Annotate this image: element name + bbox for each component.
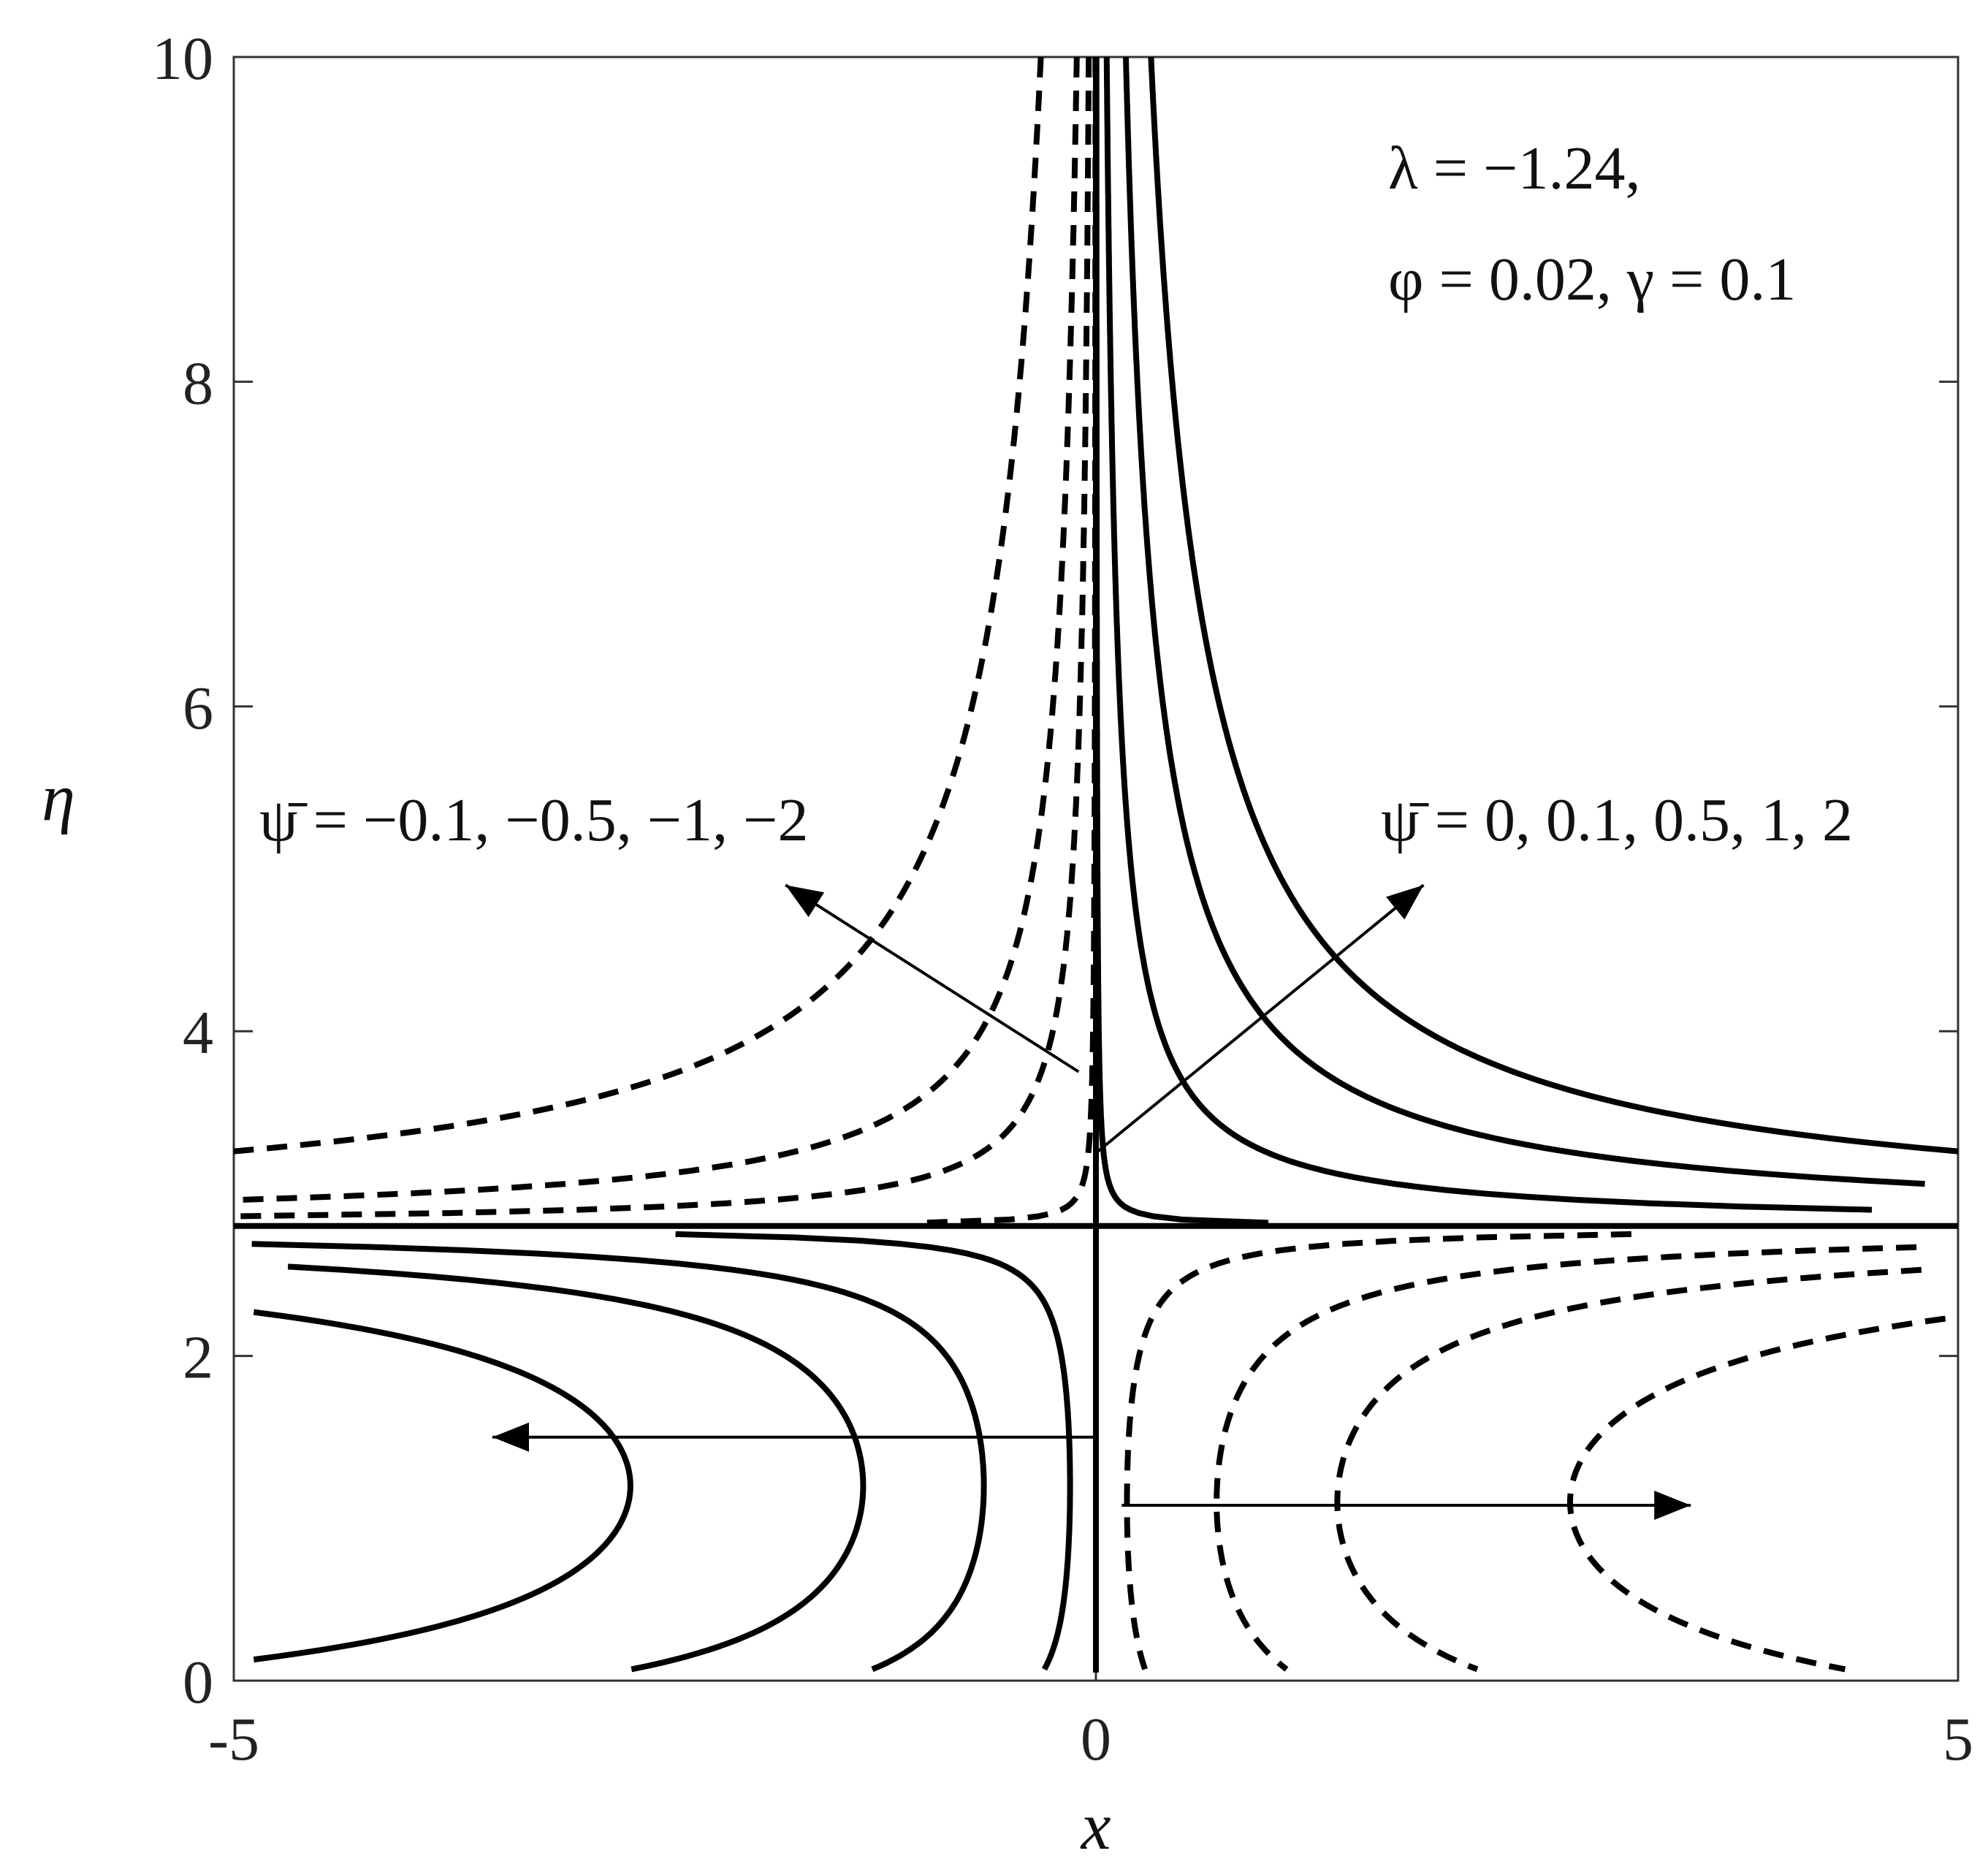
params-line-2: φ = 0.02, γ = 0.1 bbox=[1388, 246, 1796, 313]
streamline-dashed-upper bbox=[923, 57, 1099, 1226]
streamline-dashed-upper bbox=[233, 56, 1092, 1220]
streamline-dashed-lower bbox=[1567, 1315, 1946, 1673]
arrow-head bbox=[1654, 1491, 1691, 1521]
x-axis-label: x bbox=[1080, 1789, 1111, 1863]
arrow-shaft bbox=[1094, 883, 1425, 1155]
streamline-dashed-lower bbox=[1334, 1266, 1922, 1673]
direction-arrows bbox=[492, 883, 1691, 1521]
streamlines bbox=[233, 56, 1959, 1673]
y-tick-label: 0 bbox=[183, 1649, 213, 1716]
annotation-negative-psi: ψ̄ = −0.1, −0.5, −1, −2 bbox=[259, 786, 808, 854]
arrow-head bbox=[492, 1422, 529, 1452]
streamline-solid-lower bbox=[251, 1241, 987, 1673]
annotation-positive-psi: ψ̄ = 0, 0.1, 0.5, 1, 2 bbox=[1381, 786, 1853, 854]
streamline-solid-lower bbox=[675, 1231, 1073, 1671]
x-tick-label: 0 bbox=[1081, 1706, 1111, 1773]
params-line-1: λ = −1.24, bbox=[1388, 134, 1640, 202]
x-tick-label: -5 bbox=[208, 1706, 259, 1773]
streamline-dashed-lower bbox=[1124, 1231, 1631, 1670]
y-axis-label: η bbox=[42, 760, 75, 834]
streamline-solid-upper bbox=[1148, 56, 1959, 1155]
streamline-solid-lower bbox=[253, 1309, 633, 1663]
streamline-solid-upper bbox=[1093, 57, 1269, 1226]
arrow-shaft bbox=[785, 883, 1080, 1073]
arrow-head bbox=[1386, 885, 1424, 920]
y-tick-label: 10 bbox=[152, 25, 213, 93]
streamline-dashed-upper bbox=[233, 56, 1080, 1204]
y-tick-label: 8 bbox=[183, 349, 213, 417]
streamline-solid-lower bbox=[287, 1263, 867, 1673]
x-tick-label: 5 bbox=[1943, 1706, 1973, 1773]
arrow-head bbox=[785, 885, 825, 917]
y-tick-label: 4 bbox=[183, 999, 213, 1067]
streamline-solid-upper bbox=[1123, 56, 1925, 1187]
streamline-dashed-upper bbox=[233, 56, 1044, 1155]
y-tick-label: 6 bbox=[183, 674, 213, 742]
streamline-dashed-lower bbox=[1214, 1244, 1917, 1672]
y-tick-label: 2 bbox=[183, 1324, 213, 1392]
streamline-solid-upper bbox=[1103, 57, 1873, 1213]
